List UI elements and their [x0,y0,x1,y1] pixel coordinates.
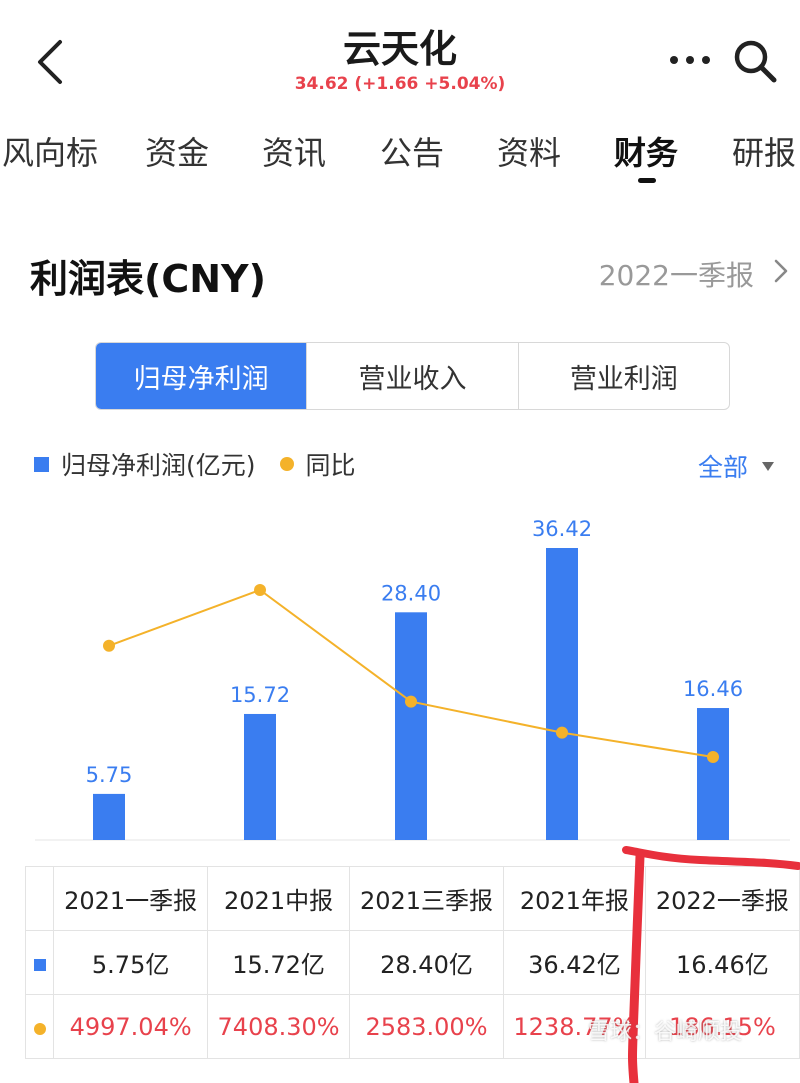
table-cell: 186.15% [644,994,800,1059]
table-cell: 5.75亿 [52,930,209,995]
yoy-point [103,639,115,652]
caret-down-icon[interactable] [762,461,774,471]
yoy-point [405,695,417,708]
bar-value-label: 5.75 [86,763,133,787]
table-cell: 16.46亿 [644,930,800,995]
period-selector[interactable]: 2022一季报 [598,259,754,292]
bar-value-label: 16.46 [683,677,743,701]
tab-caiwu[interactable]: 财务 [614,134,679,172]
yoy-point [707,751,719,763]
row-marker [25,994,54,1059]
bar-value-label: 36.42 [532,517,592,541]
table-header-cell: 2021一季报 [52,866,209,931]
section-title: 利润表(CNY) [30,257,266,301]
table-header-cell: 2021三季报 [348,866,505,931]
bar-value-label: 15.72 [230,683,290,707]
stock-quote: 34.62 (+1.66 +5.04%) [294,74,506,94]
back-chevron-icon[interactable] [30,36,74,88]
chart-bar [395,612,427,840]
chart-legend: 归母净利润(亿元) 同比 [34,448,356,480]
segment-revenue[interactable]: 营业收入 [307,343,519,409]
search-icon[interactable] [730,36,780,86]
active-tab-indicator [638,178,656,183]
chart-bar [244,713,276,840]
table-header-cell: 2021中报 [207,866,350,931]
profit-table: 2021一季报 2021中报 2021三季报 2021年报 2022一季报 5.… [25,866,800,1059]
profit-chart: 5.75 15.72 28.40 36.42 16.46 [35,517,790,841]
legend-line-swatch [279,457,294,471]
table-row: 5.75亿 15.72亿 28.40亿 36.42亿 16.46亿 [25,930,800,995]
table-cell: 28.40亿 [348,930,505,995]
chart-bar [93,793,125,840]
table-cell: 36.42亿 [503,930,646,995]
line-marker-swatch [33,1022,46,1035]
range-filter[interactable]: 全部 [698,448,774,484]
tab-bar: 风向标 资金 资讯 公告 资料 财务 研报 [0,128,800,188]
legend-bar-swatch [34,456,49,472]
table-row: 4997.04% 7408.30% 2583.00% 1238.77% 186.… [25,994,800,1059]
segment-net-profit[interactable]: 归母净利润 [96,343,308,409]
table-cell: 7408.30% [207,994,350,1059]
table-corner [25,866,54,931]
stock-name: 云天化 [342,27,457,71]
yoy-point [556,726,568,739]
watermark: 雪球：谷崎顺投 [588,1020,743,1045]
metric-segmented-control: 归母净利润 营业收入 营业利润 [95,342,730,410]
chart-bar [546,548,578,840]
row-marker [25,930,54,995]
chart-bar [697,708,729,840]
more-icon[interactable] [668,48,712,72]
table-header-cell: 2021年报 [503,866,646,931]
table-cell: 2583.00% [348,994,505,1059]
tab-yanbao[interactable]: 研报 [732,134,797,172]
yoy-point [254,584,266,596]
tab-zijin[interactable]: 资金 [145,134,210,172]
range-filter-label[interactable]: 全部 [697,453,748,482]
bar-value-label: 28.40 [381,581,441,605]
table-header-row: 2021一季报 2021中报 2021三季报 2021年报 2022一季报 [25,866,800,931]
segment-operating-profit[interactable]: 营业利润 [569,363,678,395]
tab-fengxiangbiao[interactable]: 风向标 [2,134,99,172]
chevron-right-icon[interactable] [770,258,792,284]
tab-ziliao[interactable]: 资料 [497,134,562,172]
table-header-cell: 2022一季报 [644,866,800,931]
legend-line-label: 同比 [305,451,356,480]
table-cell: 15.72亿 [207,930,350,995]
tab-zixun[interactable]: 资讯 [262,134,327,172]
legend-bar-label: 归母净利润(亿元) [61,451,256,480]
tab-gonggao[interactable]: 公告 [380,134,445,172]
bar-marker-swatch [33,958,46,971]
table-cell: 4997.04% [52,994,209,1059]
